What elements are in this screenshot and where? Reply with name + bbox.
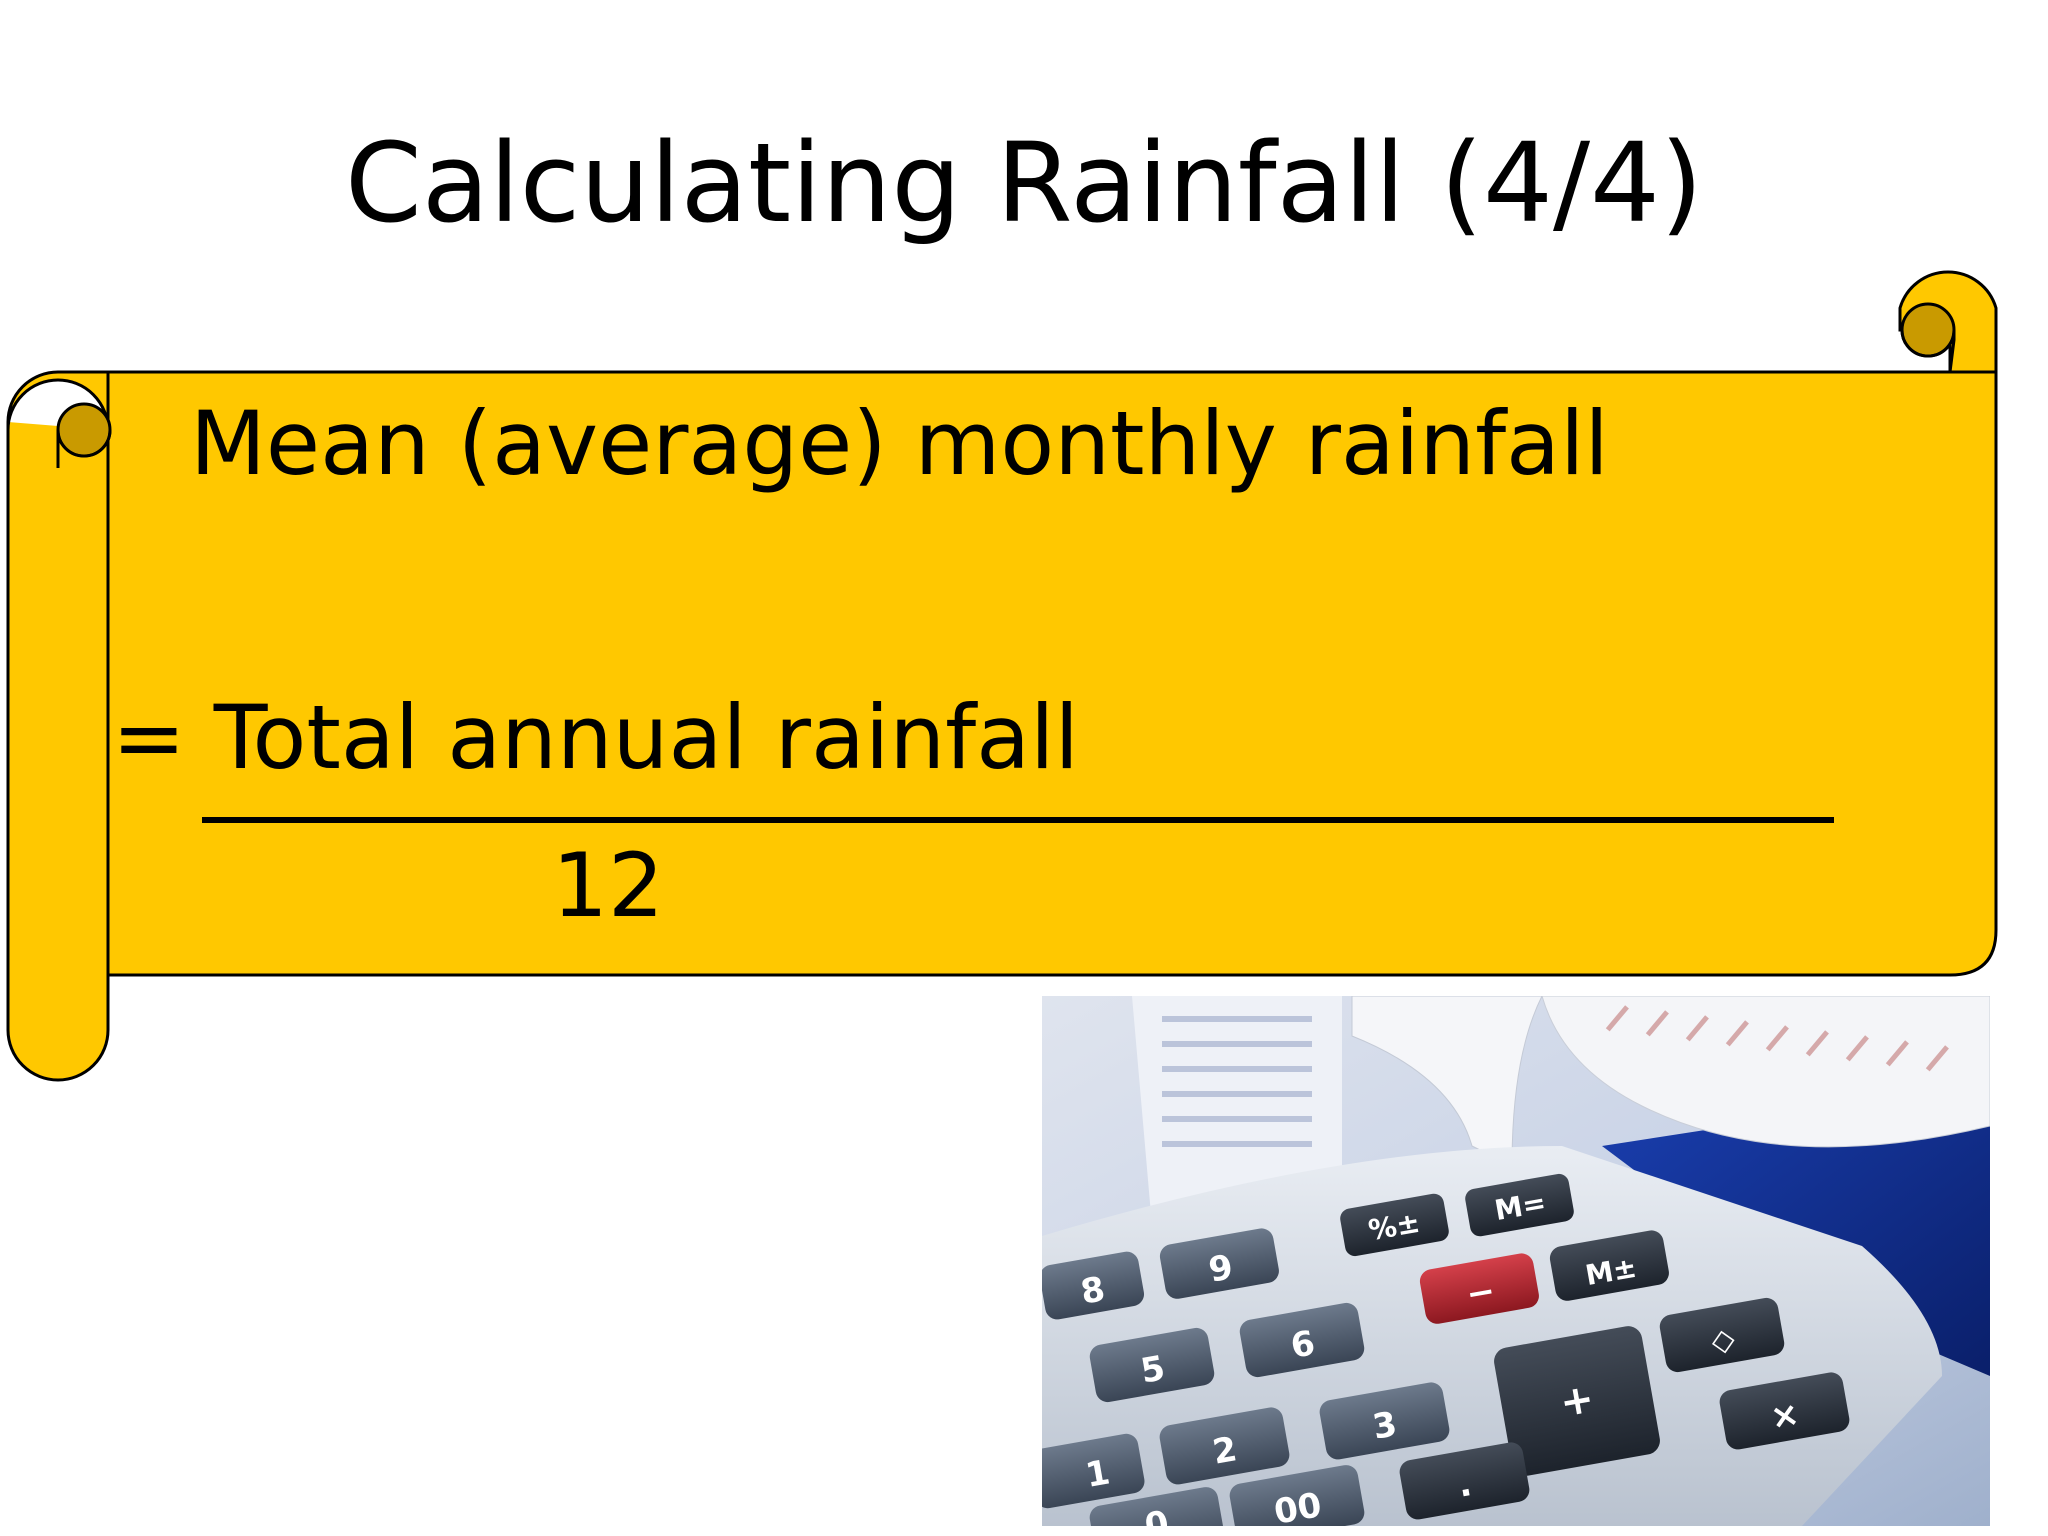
key-3: 3 bbox=[1319, 1382, 1450, 1460]
key-6: 6 bbox=[1239, 1302, 1365, 1378]
key-plus: + bbox=[1494, 1326, 1660, 1476]
key-minus: − bbox=[1419, 1253, 1539, 1324]
fraction-bar bbox=[202, 817, 1834, 823]
svg-text:0: 0 bbox=[1142, 1503, 1172, 1526]
key-5: 5 bbox=[1089, 1327, 1215, 1403]
key-multiply: × bbox=[1719, 1372, 1850, 1450]
key-decimal: . bbox=[1399, 1442, 1530, 1520]
key-double-zero: 00 bbox=[1229, 1465, 1365, 1526]
slide-title: Calculating Rainfall (4/4) bbox=[345, 119, 1703, 247]
key-9: 9 bbox=[1159, 1228, 1279, 1299]
key-2: 2 bbox=[1159, 1407, 1290, 1485]
scroll-left-roll bbox=[6, 422, 110, 1082]
formula-denominator: 12 bbox=[552, 834, 664, 937]
mean-monthly-rainfall-label: Mean (average) monthly rainfall bbox=[190, 392, 1609, 495]
calculator-photo: %± M= 9 8 − M± bbox=[1042, 996, 1990, 1526]
key-diamond: ◇ bbox=[1659, 1297, 1785, 1373]
key-0: 0 bbox=[1089, 1487, 1225, 1526]
formula-numerator: = Total annual rainfall bbox=[112, 686, 1079, 789]
svg-text:−: − bbox=[1463, 1271, 1498, 1315]
key-m-plus-minus: M± bbox=[1549, 1230, 1669, 1301]
svg-text:×: × bbox=[1767, 1394, 1802, 1438]
key-m-equals: M= bbox=[1465, 1173, 1574, 1237]
key-1: 1 bbox=[1042, 1433, 1145, 1509]
svg-text:+: + bbox=[1557, 1375, 1598, 1426]
svg-text:00: 00 bbox=[1271, 1485, 1325, 1526]
key-8: 8 bbox=[1042, 1251, 1145, 1320]
key-percent: %± bbox=[1340, 1193, 1449, 1257]
